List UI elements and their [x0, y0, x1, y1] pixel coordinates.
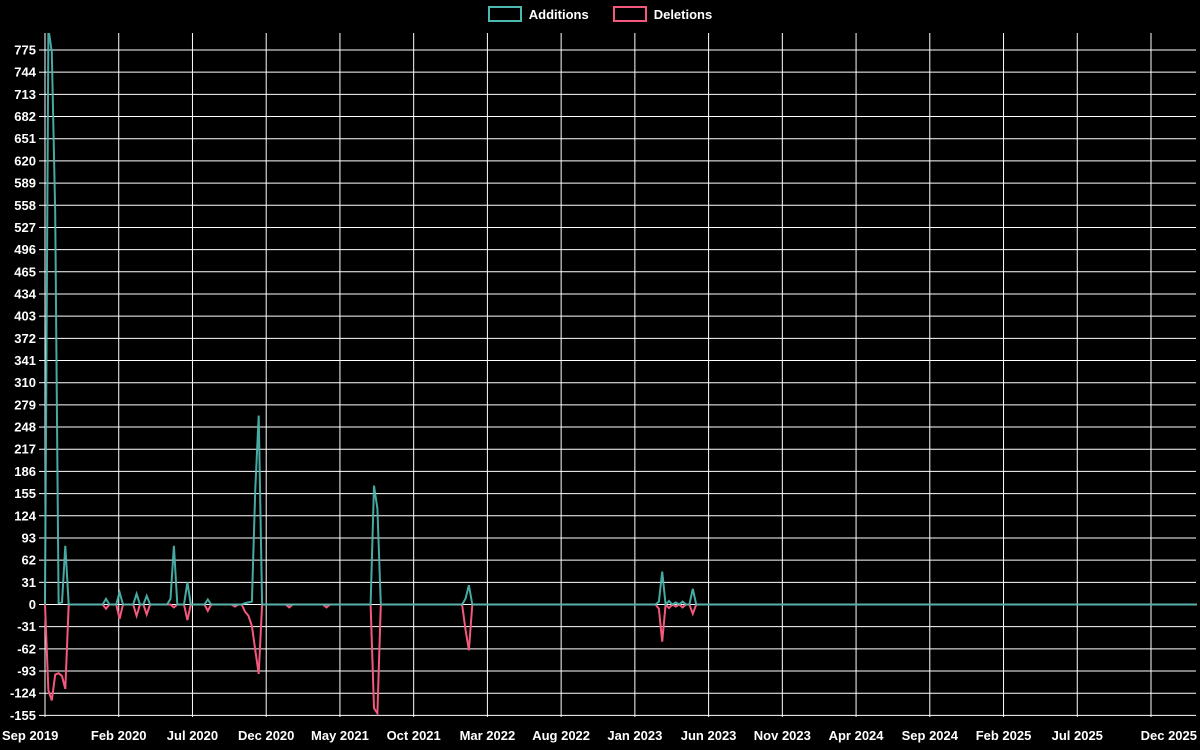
y-tick-label: 682: [14, 109, 36, 124]
y-tick-label: 217: [14, 442, 36, 457]
x-tick-label: Feb 2025: [976, 728, 1032, 743]
x-tick-label: Mar 2022: [460, 728, 516, 743]
y-tick-label: 62: [22, 553, 36, 568]
x-tick-label: Jul 2020: [167, 728, 218, 743]
y-tick-label: 651: [14, 131, 36, 146]
y-tick-label: 589: [14, 176, 36, 191]
y-tick-label: -31: [17, 619, 36, 634]
deletions-line: [44, 602, 1197, 717]
y-tick-label: -155: [10, 708, 36, 723]
y-tick-label: 124: [14, 508, 36, 523]
y-tick-label: 155: [14, 486, 36, 501]
y-tick-label: -93: [17, 664, 36, 679]
x-tick-label: Sep 2019: [2, 728, 58, 743]
additions-swatch: [487, 6, 522, 22]
y-tick-label: 186: [14, 464, 36, 479]
x-tick-label: Jan 2023: [607, 728, 662, 743]
additions-legend-label: Additions: [528, 6, 589, 22]
y-tick-label: 0: [29, 597, 36, 612]
y-tick-label: 434: [14, 286, 36, 301]
x-tick-label: Apr 2024: [829, 728, 885, 743]
legend-item-deletions[interactable]: Deletions: [612, 6, 713, 22]
y-tick-label: 465: [14, 264, 36, 279]
x-tick-label: Jun 2023: [681, 728, 737, 743]
x-tick-label: Aug 2022: [532, 728, 590, 743]
x-tick-label: Feb 2020: [91, 728, 147, 743]
y-tick-label: -124: [10, 686, 37, 701]
x-tick-label: Oct 2021: [387, 728, 441, 743]
x-tick-label: Jul 2025: [1052, 728, 1103, 743]
y-tick-label: 341: [14, 353, 36, 368]
x-tick-label: Sep 2024: [902, 728, 959, 743]
deletions-swatch: [612, 6, 647, 22]
y-tick-label: 310: [14, 375, 36, 390]
y-tick-label: 93: [22, 530, 36, 545]
legend-item-additions[interactable]: Additions: [487, 6, 589, 22]
y-tick-label: 372: [14, 331, 36, 346]
y-tick-label: 403: [14, 309, 36, 324]
y-tick-label: 31: [22, 575, 36, 590]
y-tick-label: 558: [14, 198, 36, 213]
y-tick-label: 775: [14, 43, 36, 58]
y-tick-label: 279: [14, 397, 36, 412]
y-tick-label: 527: [14, 220, 36, 235]
deletions-legend-label: Deletions: [653, 6, 713, 22]
x-tick-label: Dec 2025: [1141, 728, 1197, 743]
x-tick-label: May 2021: [311, 728, 369, 743]
y-tick-label: 713: [14, 87, 36, 102]
y-tick-label: 248: [14, 420, 36, 435]
y-tick-label: 496: [14, 242, 36, 257]
chart-legend: Additions Deletions: [0, 6, 1200, 22]
x-tick-label: Dec 2020: [238, 728, 294, 743]
y-tick-label: -62: [17, 641, 36, 656]
y-tick-label: 620: [14, 153, 36, 168]
additions-line: [44, 33, 1197, 607]
y-tick-label: 744: [14, 65, 36, 80]
x-tick-label: Nov 2023: [754, 728, 811, 743]
